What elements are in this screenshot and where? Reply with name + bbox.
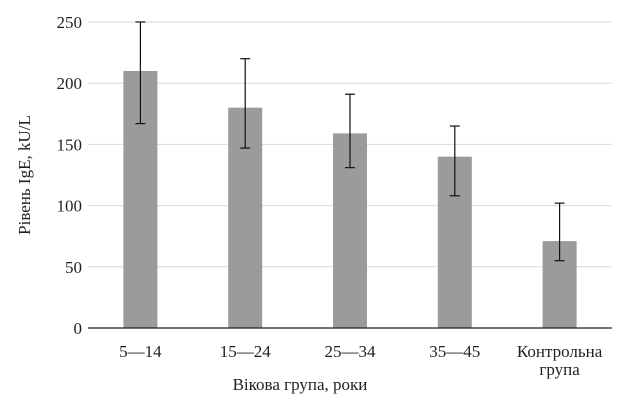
y-tick-labels: 0 50 100 150 200 250 bbox=[57, 13, 83, 338]
x-tick-label-2: 25—34 bbox=[325, 342, 377, 361]
error-bars bbox=[135, 21, 565, 262]
x-tick-label-0-line-0: 5—14 bbox=[119, 342, 162, 361]
y-tick-label-5: 250 bbox=[57, 13, 83, 32]
x-tick-label-3-line-0: 35—45 bbox=[429, 342, 480, 361]
x-tick-label-1-line-0: 15—24 bbox=[220, 342, 272, 361]
x-tick-labels: 5—14 15—24 25—34 35—45 Контрольна група bbox=[119, 342, 603, 379]
x-tick-label-3: 35—45 bbox=[429, 342, 480, 361]
x-tick-label-0: 5—14 bbox=[119, 342, 162, 361]
x-tick-label-4-line-1: група bbox=[539, 360, 580, 379]
y-tick-label-4: 200 bbox=[57, 74, 83, 93]
y-axis-label: Рівень IgE, kU/L bbox=[15, 115, 34, 235]
bars bbox=[123, 70, 577, 329]
x-tick-label-4-line-0: Контрольна bbox=[517, 342, 603, 361]
y-tick-label-3: 150 bbox=[57, 135, 83, 154]
x-tick-label-1: 15—24 bbox=[220, 342, 272, 361]
y-tick-label-1: 50 bbox=[65, 258, 82, 277]
x-tick-label-2-line-0: 25—34 bbox=[325, 342, 377, 361]
x-axis-label: Вікова група, роки bbox=[233, 375, 368, 394]
x-tick-label-4: Контрольна група bbox=[517, 342, 603, 379]
y-tick-label-0: 0 bbox=[74, 319, 83, 338]
y-tick-label-2: 100 bbox=[57, 197, 83, 216]
